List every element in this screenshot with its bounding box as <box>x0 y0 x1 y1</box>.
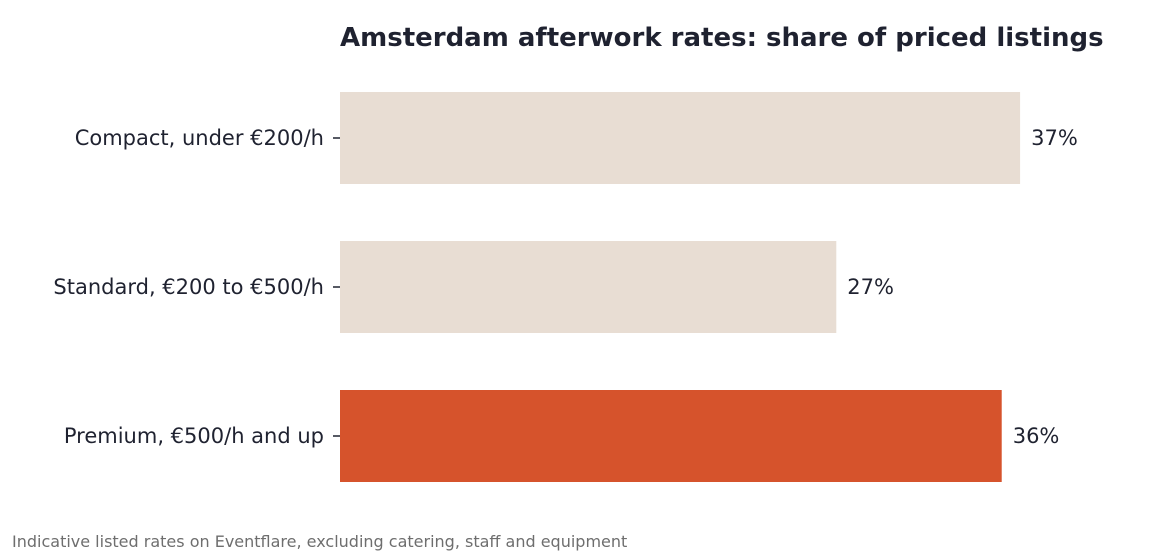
value-label-3: 36% <box>1013 424 1060 448</box>
chart-footnote: Indicative listed rates on Eventflare, e… <box>12 532 627 551</box>
category-label-3: Premium, €500/h and up <box>64 424 324 448</box>
bar-2 <box>340 241 837 333</box>
category-label-1: Compact, under €200/h <box>75 126 324 150</box>
category-label-2: Standard, €200 to €500/h <box>53 275 324 299</box>
chart-title: Amsterdam afterwork rates: share of pric… <box>340 23 1104 53</box>
value-label-1: 37% <box>1031 126 1078 150</box>
bar-1 <box>340 92 1021 184</box>
value-label-2: 27% <box>847 275 894 299</box>
bars-group: Compact, under €200/h 37% Standard, €200 t… <box>53 92 1078 482</box>
bar-3 <box>340 390 1002 482</box>
